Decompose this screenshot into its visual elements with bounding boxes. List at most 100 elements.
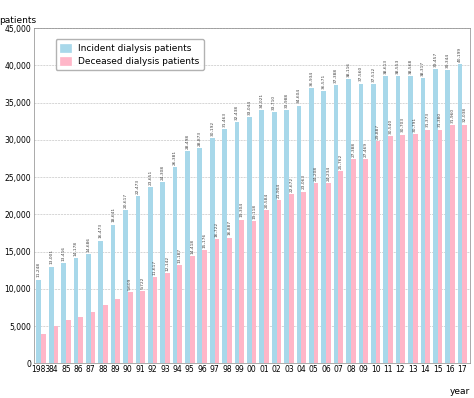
Text: 14,178: 14,178 [74,240,78,256]
Text: 12,142: 12,142 [165,256,169,271]
Bar [450,125,455,363]
Bar [363,159,368,363]
Text: 36,934: 36,934 [310,71,313,86]
Text: 13,187: 13,187 [178,248,182,263]
Bar [314,183,319,363]
Bar [210,139,215,363]
Bar [222,129,227,363]
Bar [376,141,380,363]
Bar [272,112,276,363]
Bar [61,263,66,363]
Text: 38,116: 38,116 [346,62,351,77]
Text: 9,722: 9,722 [141,276,145,289]
Text: 11,617: 11,617 [153,259,157,275]
Text: 38,317: 38,317 [421,60,425,76]
Bar [445,70,450,363]
Bar [86,254,91,363]
Bar [276,200,281,363]
Text: 20,584: 20,584 [264,193,268,208]
Text: 13,001: 13,001 [49,249,53,264]
Text: 30,703: 30,703 [401,117,405,133]
Bar [148,187,153,363]
Text: 11,248: 11,248 [37,262,41,277]
Text: 22,672: 22,672 [289,177,293,192]
Bar [36,279,41,363]
Bar [54,326,58,363]
Text: 31,960: 31,960 [450,108,455,123]
Bar [388,136,393,363]
Bar [128,292,133,363]
Text: 39,344: 39,344 [446,53,450,68]
Bar [383,76,388,363]
Bar [326,183,331,363]
Text: 32,038: 32,038 [463,107,467,123]
Text: 16,722: 16,722 [215,221,219,236]
Text: 23,651: 23,651 [148,170,152,185]
Text: 24,308: 24,308 [161,165,164,180]
Text: 30,540: 30,540 [388,118,392,134]
Bar [346,80,351,363]
Text: 31,463: 31,463 [223,112,227,127]
Text: 27,388: 27,388 [351,142,355,157]
Text: 30,192: 30,192 [210,121,214,136]
Text: 27,469: 27,469 [364,141,368,156]
Bar [371,84,376,363]
Text: 38,553: 38,553 [396,59,400,74]
Text: 16,887: 16,887 [228,220,231,235]
Text: 37,512: 37,512 [371,66,375,82]
Bar [408,76,413,363]
Bar [358,84,363,363]
Text: 26,381: 26,381 [173,150,177,165]
Text: 13,416: 13,416 [62,246,65,261]
Text: 21,904: 21,904 [277,183,281,198]
Bar [264,210,269,363]
Text: 20,617: 20,617 [124,193,128,208]
Bar [334,85,338,363]
Bar [321,91,326,363]
Text: 34,604: 34,604 [297,88,301,103]
Text: year: year [449,387,470,396]
Text: 33,044: 33,044 [247,100,251,115]
Text: 15,176: 15,176 [202,233,207,248]
Text: 32,438: 32,438 [235,104,239,119]
Text: 28,498: 28,498 [185,134,190,149]
Text: 28,873: 28,873 [198,131,202,146]
Bar [111,224,116,363]
Bar [153,277,157,363]
Bar [41,334,46,363]
Bar [103,305,108,363]
Text: 25,762: 25,762 [339,154,343,169]
Legend: Incident dialysis patients, Deceased dialysis patients: Incident dialysis patients, Deceased dia… [55,39,204,70]
Text: 33,988: 33,988 [284,93,289,108]
Bar [338,172,343,363]
Bar [433,70,438,363]
Bar [458,64,463,363]
Bar [165,273,170,363]
Bar [309,88,314,363]
Bar [259,110,264,363]
Bar [215,239,219,363]
Text: 38,613: 38,613 [384,59,388,74]
Bar [425,130,430,363]
Text: 19,304: 19,304 [240,202,244,217]
Text: 36,571: 36,571 [322,74,326,89]
Bar [173,167,177,363]
Text: 30,791: 30,791 [413,117,417,132]
Bar [396,76,401,363]
Bar [420,78,425,363]
Text: 31,373: 31,373 [426,112,429,127]
Bar [235,122,239,363]
Bar [289,195,294,363]
Bar [351,159,356,363]
Text: 37,388: 37,388 [334,68,338,83]
Bar [136,196,140,363]
Bar [227,238,232,363]
Bar [190,256,194,363]
Text: 23,063: 23,063 [301,174,306,189]
Text: 9,609: 9,609 [128,277,132,290]
Bar [140,291,145,363]
Text: 37,560: 37,560 [359,66,363,81]
Text: 14,686: 14,686 [86,237,91,252]
Bar [66,320,71,363]
Bar [116,298,120,363]
